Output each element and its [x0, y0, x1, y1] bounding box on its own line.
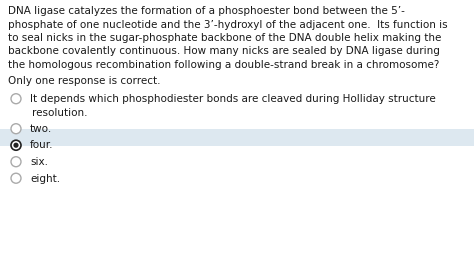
Circle shape — [13, 143, 18, 148]
Circle shape — [11, 173, 21, 183]
Circle shape — [11, 140, 21, 150]
Text: phosphate of one nucleotide and the 3’-hydroxyl of the adjacent one.  Its functi: phosphate of one nucleotide and the 3’-h… — [8, 20, 447, 29]
Text: eight.: eight. — [30, 173, 60, 184]
Text: four.: four. — [30, 140, 54, 151]
Text: the homologous recombination following a double-strand break in a chromosome?: the homologous recombination following a… — [8, 60, 439, 70]
Text: resolution.: resolution. — [32, 107, 88, 117]
Text: Only one response is correct.: Only one response is correct. — [8, 76, 161, 87]
Circle shape — [11, 157, 21, 167]
Text: backbone covalently continuous. How many nicks are sealed by DNA ligase during: backbone covalently continuous. How many… — [8, 47, 440, 57]
Text: six.: six. — [30, 157, 48, 167]
Text: two.: two. — [30, 124, 52, 134]
Text: to seal nicks in the sugar-phosphate backbone of the DNA double helix making the: to seal nicks in the sugar-phosphate bac… — [8, 33, 441, 43]
Circle shape — [11, 94, 21, 104]
Bar — [0, 129, 474, 146]
Text: DNA ligase catalyzes the formation of a phosphoester bond between the 5’-: DNA ligase catalyzes the formation of a … — [8, 6, 405, 16]
Text: It depends which phosphodiester bonds are cleaved during Holliday structure: It depends which phosphodiester bonds ar… — [30, 94, 436, 104]
Circle shape — [11, 124, 21, 134]
